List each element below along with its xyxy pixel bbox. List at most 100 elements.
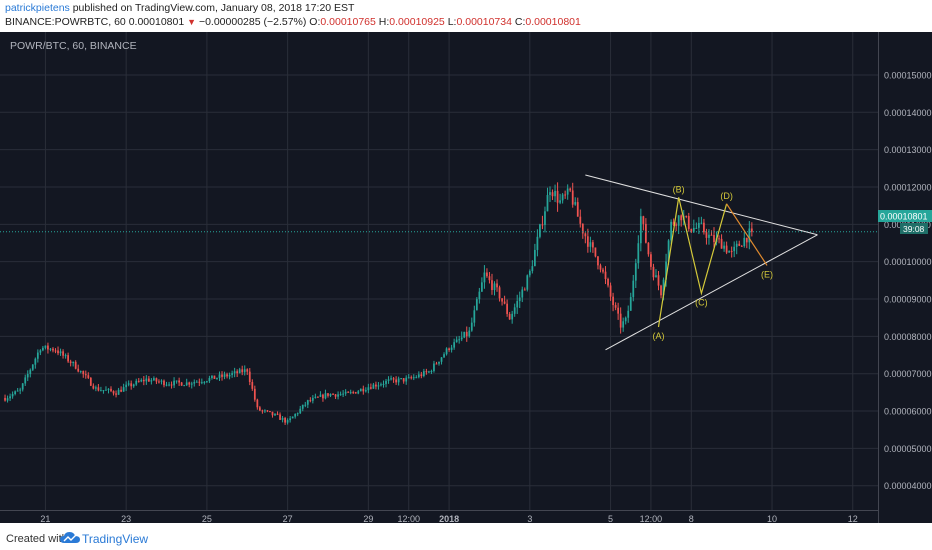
candle-body [670,221,672,241]
candle-body [352,392,355,394]
candle-body [286,420,289,423]
candle-body [410,377,413,379]
candle-body [619,313,622,328]
candle-body [132,384,135,387]
candle-body [387,379,390,381]
candle-body [107,388,110,390]
candle-body [655,275,657,278]
time-tick-label: 5 [608,514,613,523]
candle-body [193,382,196,384]
author-link[interactable]: patrickpietens [5,2,70,14]
candle-body [498,287,501,299]
low-label: L: [447,16,457,28]
candle-body [127,383,130,385]
candle-body [475,299,478,311]
candle-body [574,202,577,205]
tradingview-brand[interactable]: TradingView [82,532,149,546]
candle-body [554,190,556,197]
chart-panel[interactable] [0,32,932,523]
candle-body [375,384,377,387]
candle-body [531,266,534,272]
candle-body [213,375,216,379]
chart-title: POWR/BTC, 60, BINANCE [10,40,137,52]
candle-body [160,380,163,382]
candle-body [206,381,208,383]
candle-body [685,215,688,217]
candle-body [165,384,168,386]
candle-body [576,202,579,217]
candle-body [622,321,625,328]
candle-body [645,223,647,243]
candle-body [6,398,9,401]
candle-body [47,345,49,350]
candle-body [24,377,27,384]
candle-body [92,385,95,389]
candle-body [4,397,6,401]
candle-body [105,389,107,391]
triangle-upper-line [585,174,818,236]
candle-body [72,361,75,364]
candle-body [703,222,705,233]
candle-body [589,242,592,247]
tradingview-cloud-icon[interactable] [60,531,80,545]
candle-body [342,393,345,395]
last-price: 0.00010801 [128,16,185,28]
candle-body [281,417,284,420]
candle-body [460,337,463,340]
candle-body [458,339,461,341]
price-tick-label: 0.00006000 [884,407,932,417]
candle-body [521,289,524,298]
down-arrow-icon: ▼ [187,17,197,27]
candle-body [314,396,317,398]
candle-body [609,285,612,297]
countdown-value: 39:08 [903,224,925,234]
candle-body [137,380,140,382]
candle-body [372,384,375,389]
candle-body [279,414,281,420]
candle-body [629,297,632,311]
time-tick-label: 23 [121,514,131,523]
candle-body [233,371,236,374]
candle-body [39,350,42,353]
candle-body [657,275,660,286]
candle-body [14,391,17,395]
candle-body [516,301,519,308]
candle-body [49,348,52,350]
candle-body [496,283,498,288]
candle-body [390,378,392,380]
candle-body [21,383,24,390]
time-axis[interactable]: 21 23 25 27 29 12:00 2018 3 5 12:00 8 10 12 [40,514,857,523]
candle-body [438,361,440,364]
candle-body [299,408,302,414]
candle-body [486,272,488,277]
time-tick-label: 8 [689,514,694,523]
candle-body [743,237,746,247]
candle-body [422,371,425,377]
candle-body [518,297,521,302]
time-tick-label: 21 [40,514,50,523]
candle-body [153,378,155,381]
candle-body [395,379,397,383]
candle-body [586,236,589,247]
candle-body [665,261,667,280]
candle-body [122,387,125,392]
candle-body [337,394,339,397]
price-chart[interactable]: (A)(B)(C)(D)(E) 0.000150000.000140000.00… [0,32,932,523]
close-label: C: [514,16,526,28]
candle-body [147,378,150,382]
candle-body [178,380,181,383]
candle-body [29,369,32,374]
candle-body [44,345,47,348]
candle-body [190,383,193,385]
candle-body [738,243,741,246]
candle-body [349,392,352,394]
candle-body [256,399,259,408]
price-tick-label: 0.00013000 [884,145,932,155]
price-axis[interactable]: 0.00015000 0.00014000 0.00013000 0.00012000… [884,70,932,491]
candle-body [687,216,690,229]
candle-body [354,392,357,394]
high-label: H: [378,16,390,28]
candle-body [364,390,367,392]
time-tick-label: 25 [202,514,212,523]
candle-body [397,378,400,383]
